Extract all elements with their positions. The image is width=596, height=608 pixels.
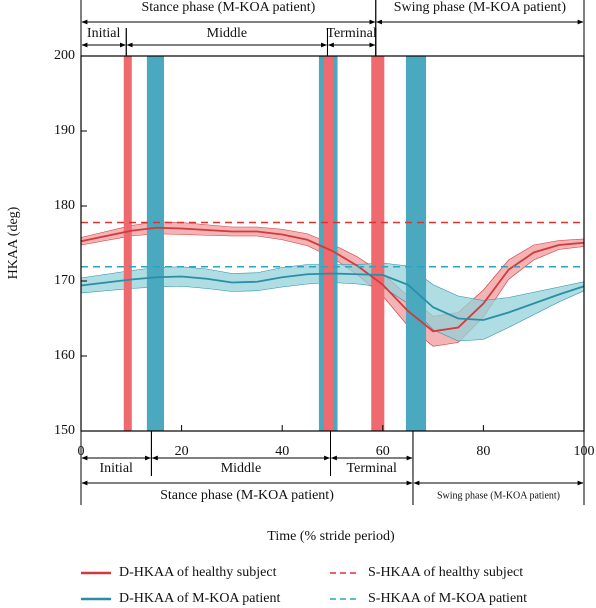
phase-label: Initial xyxy=(87,26,121,41)
y-tick-label: 190 xyxy=(54,123,75,138)
event-band xyxy=(146,56,164,431)
legend-label: S-HKAA of M-KOA patient xyxy=(368,591,527,606)
x-tick-label: 40 xyxy=(275,444,289,459)
legend-label: D-HKAA of healthy subject xyxy=(119,565,277,580)
y-tick-label: 170 xyxy=(54,273,75,288)
x-axis-title: Time (% stride period) xyxy=(267,529,395,544)
series-line xyxy=(80,226,585,333)
x-tick-label: 20 xyxy=(175,444,189,459)
plot-frame xyxy=(80,55,585,432)
y-tick-label: 200 xyxy=(54,48,75,63)
phase-label: Middle xyxy=(221,461,261,476)
y-axis-title: HKAA (deg) xyxy=(6,206,21,279)
phase-label: Stance phase (M-KOA patient) xyxy=(141,0,315,15)
legend-label: S-HKAA of healthy subject xyxy=(368,565,523,580)
phase-label: Stance phase (M-KOA patient) xyxy=(160,488,334,503)
phase-label: Swing phase (M-KOA patient) xyxy=(394,0,567,15)
event-band xyxy=(323,56,334,431)
phase-label: Terminal xyxy=(347,461,397,476)
phase-label: Middle xyxy=(207,26,247,41)
event-band xyxy=(405,56,427,431)
y-tick-label: 160 xyxy=(54,348,75,363)
y-tick-label: 150 xyxy=(54,423,75,438)
phase-label: Initial xyxy=(99,461,133,476)
event-band xyxy=(123,56,132,431)
series-line xyxy=(80,272,585,321)
event-band xyxy=(371,56,385,431)
x-tick-label: 60 xyxy=(376,444,390,459)
y-tick-label: 180 xyxy=(54,198,75,213)
phase-label: Terminal xyxy=(326,26,376,41)
x-tick-label: 80 xyxy=(476,444,490,459)
legend-label: D-HKAA of M-KOA patient xyxy=(119,591,280,606)
phase-label: Swing phase (M-KOA patient) xyxy=(437,490,560,501)
